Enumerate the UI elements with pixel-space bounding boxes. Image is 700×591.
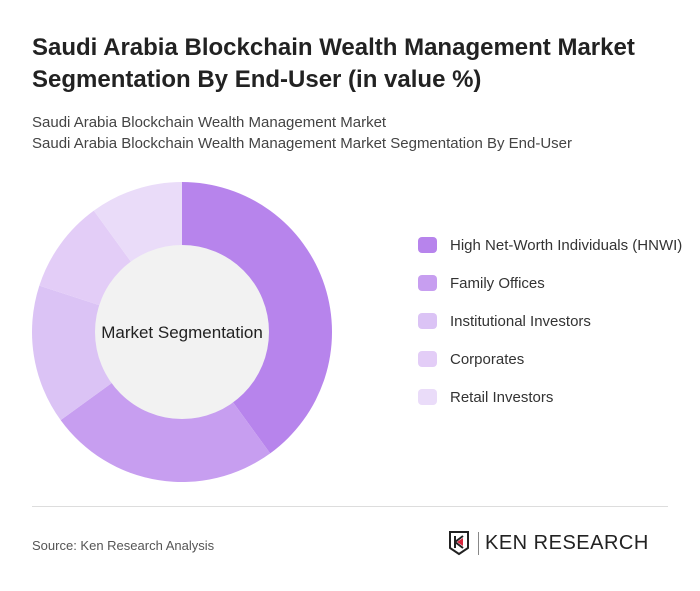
donut-chart: Market Segmentation [32, 182, 332, 482]
legend-swatch [418, 389, 437, 405]
legend-item: Retail Investors [418, 387, 688, 408]
center-label: Market Segmentation [101, 323, 263, 342]
source-note: Source: Ken Research Analysis [32, 538, 215, 553]
legend-item: Family Offices [418, 273, 688, 294]
legend: High Net-Worth Individuals (HNWI) Family … [418, 235, 688, 425]
ken-research-logo: KEN RESEARCH [448, 530, 649, 556]
legend-label: Corporates [450, 351, 525, 368]
legend-item: Corporates [418, 349, 688, 370]
legend-label: High Net-Worth Individuals (HNWI) [450, 237, 683, 254]
legend-label: Institutional Investors [450, 313, 591, 330]
chart-title: Saudi Arabia Blockchain Wealth Managemen… [32, 34, 635, 93]
chart-subtitle-2: Saudi Arabia Blockchain Wealth Managemen… [32, 135, 573, 152]
legend-swatch [418, 351, 437, 367]
chart-subtitle: Saudi Arabia Blockchain Wealth Managemen… [32, 114, 387, 131]
legend-label: Retail Investors [450, 389, 554, 406]
legend-label: Family Offices [450, 275, 545, 292]
legend-swatch [418, 313, 437, 329]
divider [32, 506, 668, 507]
legend-swatch [418, 275, 437, 291]
logo-icon [449, 531, 469, 556]
legend-swatch [418, 237, 437, 253]
legend-item: Institutional Investors [418, 311, 688, 332]
legend-item: High Net-Worth Individuals (HNWI) [418, 235, 688, 256]
donut-center [95, 245, 269, 419]
logo-text: KEN RESEARCH [478, 531, 649, 555]
